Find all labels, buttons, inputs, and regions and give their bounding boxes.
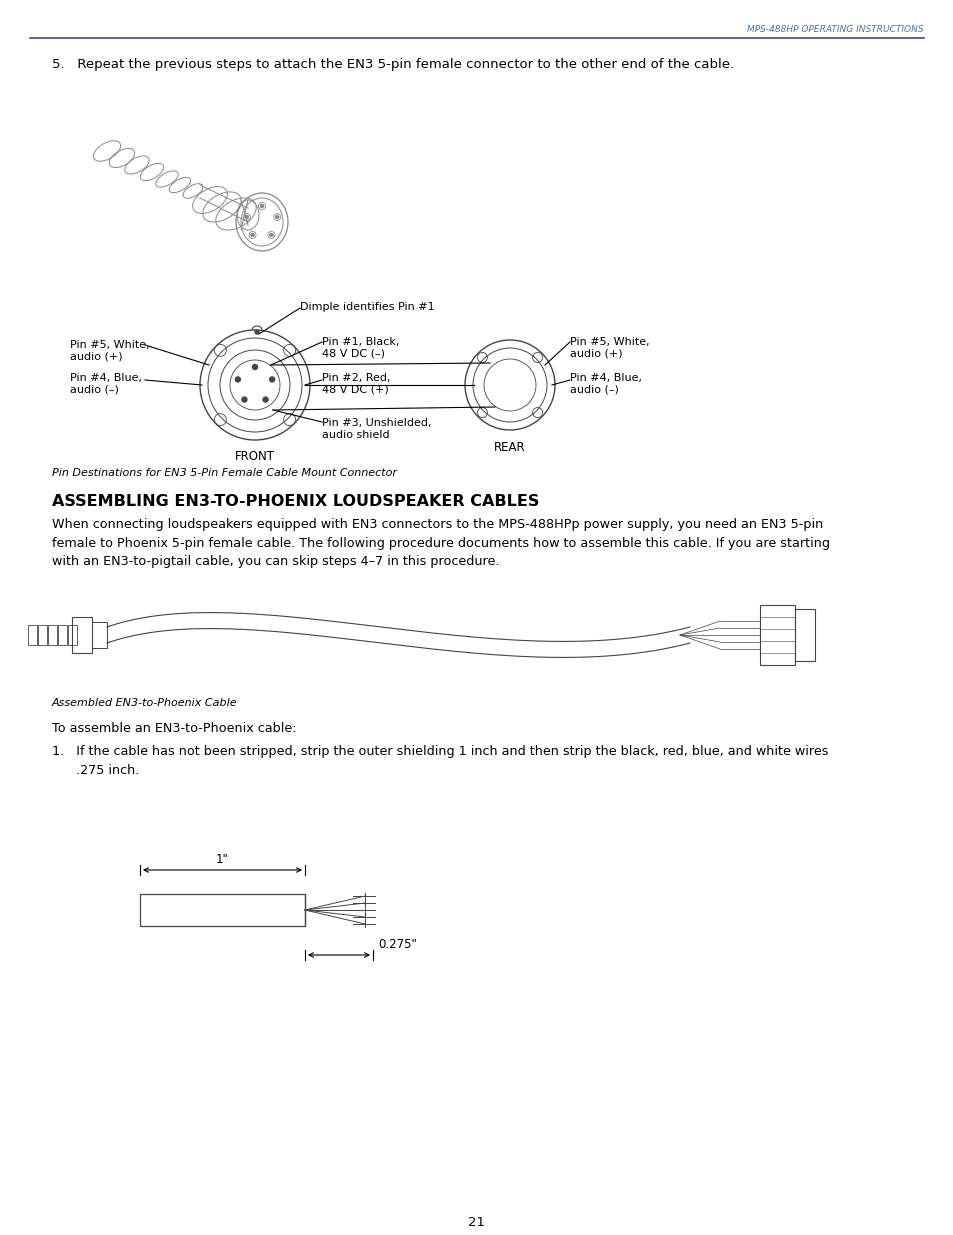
Text: Pin #5, White,
audio (+): Pin #5, White, audio (+) xyxy=(70,340,150,362)
Text: 21: 21 xyxy=(468,1216,485,1229)
Bar xyxy=(28,625,37,645)
Bar xyxy=(38,625,47,645)
Text: 1": 1" xyxy=(215,853,228,866)
Bar xyxy=(794,609,814,661)
Text: Pin #4, Blue,
audio (–): Pin #4, Blue, audio (–) xyxy=(569,373,641,395)
Text: When connecting loudspeakers equipped with EN3 connectors to the MPS-488HPp powe: When connecting loudspeakers equipped wi… xyxy=(52,517,829,568)
Text: Pin #4, Blue,
audio (–): Pin #4, Blue, audio (–) xyxy=(70,373,142,395)
Text: ASSEMBLING EN3-TO-PHOENIX LOUDSPEAKER CABLES: ASSEMBLING EN3-TO-PHOENIX LOUDSPEAKER CA… xyxy=(52,494,538,509)
Circle shape xyxy=(235,377,240,382)
Circle shape xyxy=(270,377,274,382)
Text: FRONT: FRONT xyxy=(234,450,274,463)
Text: Pin #2, Red,
48 V DC (+): Pin #2, Red, 48 V DC (+) xyxy=(322,373,390,395)
Circle shape xyxy=(260,204,264,207)
Circle shape xyxy=(245,215,249,219)
Text: Pin #5, White,
audio (+): Pin #5, White, audio (+) xyxy=(569,337,649,358)
Text: Dimple identifies Pin #1: Dimple identifies Pin #1 xyxy=(299,303,435,312)
Bar xyxy=(48,625,57,645)
Bar xyxy=(68,625,77,645)
Circle shape xyxy=(253,364,257,369)
Text: To assemble an EN3-to-Phoenix cable:: To assemble an EN3-to-Phoenix cable: xyxy=(52,722,296,735)
Text: REAR: REAR xyxy=(494,441,525,454)
Circle shape xyxy=(274,215,279,219)
Circle shape xyxy=(242,398,247,403)
Text: Pin Destinations for EN3 5-Pin Female Cable Mount Connector: Pin Destinations for EN3 5-Pin Female Ca… xyxy=(52,468,396,478)
Bar xyxy=(71,618,91,653)
Circle shape xyxy=(269,233,274,237)
Text: Pin #3, Unshielded,
audio shield: Pin #3, Unshielded, audio shield xyxy=(322,417,431,440)
Text: 1.   If the cable has not been stripped, strip the outer shielding 1 inch and th: 1. If the cable has not been stripped, s… xyxy=(52,745,827,777)
Circle shape xyxy=(254,330,258,333)
Bar xyxy=(91,622,107,648)
Text: MPS-488HP OPERATING INSTRUCTIONS: MPS-488HP OPERATING INSTRUCTIONS xyxy=(746,25,923,35)
Circle shape xyxy=(251,233,254,237)
Bar xyxy=(58,625,67,645)
Text: Pin #1, Black,
48 V DC (–): Pin #1, Black, 48 V DC (–) xyxy=(322,337,399,358)
Text: Assembled EN3-to-Phoenix Cable: Assembled EN3-to-Phoenix Cable xyxy=(52,698,237,708)
Bar xyxy=(760,605,794,664)
Circle shape xyxy=(263,398,268,403)
Text: 0.275": 0.275" xyxy=(377,939,416,951)
Bar xyxy=(140,894,305,926)
Text: 5.   Repeat the previous steps to attach the EN3 5-pin female connector to the o: 5. Repeat the previous steps to attach t… xyxy=(52,58,734,70)
